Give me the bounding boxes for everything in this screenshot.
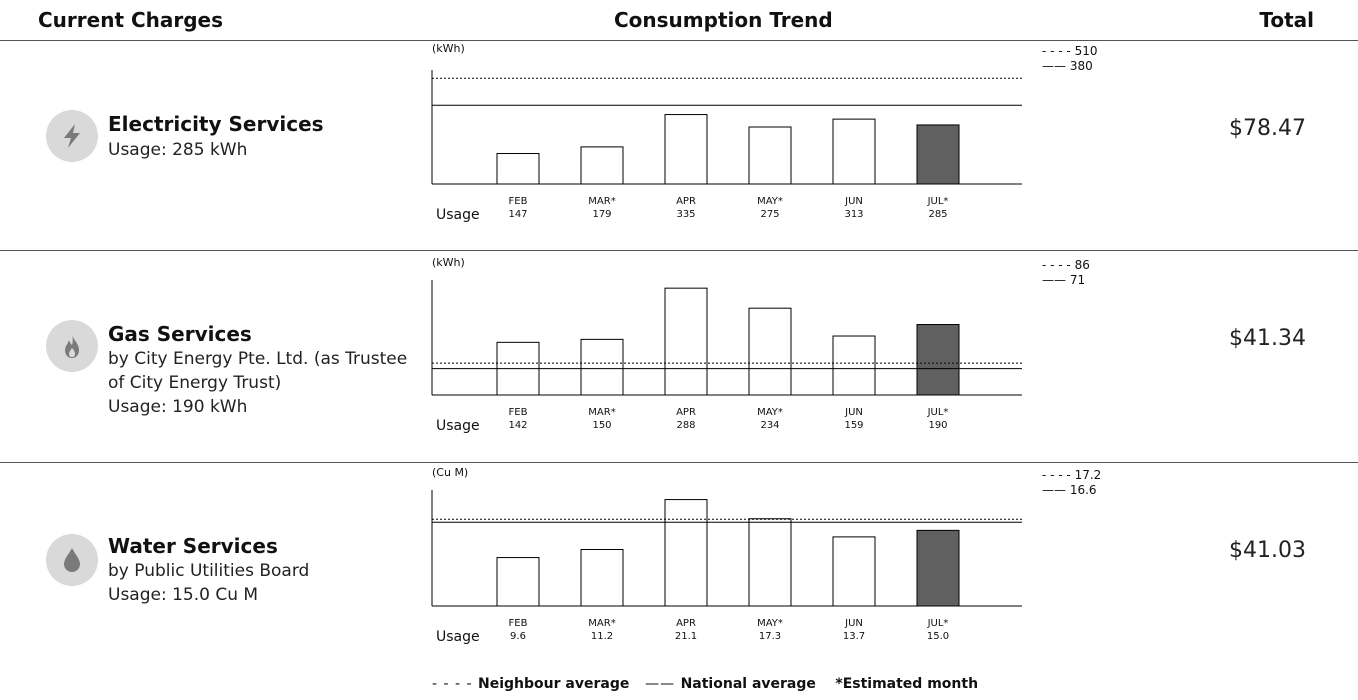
usage-value-label: 335 <box>676 209 695 220</box>
estimated-month-legend: *Estimated month <box>835 676 979 692</box>
usage-value-label: 147 <box>508 209 527 220</box>
bar-mar <box>580 338 624 396</box>
usage-value-label: 190 <box>928 420 947 431</box>
chart-unit-label: (kWh) <box>432 42 465 55</box>
month-tick-label: FEB <box>509 196 528 207</box>
national-average-value: 71 <box>1069 273 1086 287</box>
consumption-trend-heading: Consumption Trend <box>614 8 833 32</box>
current-charges-heading: Current Charges <box>38 8 224 32</box>
reference-values: - - - - 17.2 —— 16.6 <box>1042 468 1102 497</box>
bar-feb <box>496 557 540 607</box>
month-tick-label: JUL* <box>927 196 949 207</box>
month-tick-label: JUN <box>844 618 863 629</box>
usage-value-label: 17.3 <box>759 631 781 642</box>
usage-value-label: 11.2 <box>591 631 613 642</box>
bar-jun <box>832 536 876 607</box>
bar-apr <box>664 114 708 185</box>
month-tick-label: APR <box>676 407 696 418</box>
reference-values: - - - - 86 —— 71 <box>1042 258 1090 287</box>
usage-row-label: Usage <box>436 629 480 645</box>
total-heading: Total <box>1259 8 1314 32</box>
month-tick-label: FEB <box>509 407 528 418</box>
month-tick-label: APR <box>676 196 696 207</box>
month-tick-label: JUN <box>844 407 863 418</box>
month-tick-label: MAY* <box>757 618 783 629</box>
bar-jul <box>916 124 960 185</box>
service-usage: Usage: 190 kWh <box>108 397 248 417</box>
gas-service-row: Gas Services by City Energy Pte. Ltd. (a… <box>0 250 430 462</box>
flame-icon <box>46 320 98 372</box>
month-tick-label: JUL* <box>927 407 949 418</box>
bar-may <box>748 307 792 396</box>
service-provider: by Public Utilities Board <box>108 561 310 581</box>
national-average-value: 16.6 <box>1069 483 1097 497</box>
month-tick-label: MAY* <box>757 407 783 418</box>
month-tick-label: APR <box>676 618 696 629</box>
gas-total: $41.34 <box>1229 326 1306 351</box>
usage-value-label: 142 <box>508 420 527 431</box>
electricity-service-row: Electricity Services Usage: 285 kWh <box>0 40 430 250</box>
usage-value-label: 285 <box>928 209 947 220</box>
bar-mar <box>580 549 624 607</box>
service-name: Water Services <box>108 534 278 558</box>
bar-feb <box>496 153 540 185</box>
service-provider-cont: of City Energy Trust) <box>108 373 282 393</box>
reference-values: - - - - 510 —— 380 <box>1042 44 1098 73</box>
bar-apr <box>664 499 708 607</box>
usage-value-label: 21.1 <box>675 631 697 642</box>
chart-unit-label: (Cu M) <box>432 466 469 479</box>
bar-jun <box>832 335 876 396</box>
usage-value-label: 179 <box>592 209 611 220</box>
chart-unit-label: (kWh) <box>432 256 465 269</box>
usage-value-label: 150 <box>592 420 611 431</box>
bar-jun <box>832 118 876 185</box>
usage-value-label: 275 <box>760 209 779 220</box>
service-name: Gas Services <box>108 322 252 346</box>
bar-may <box>748 126 792 185</box>
bar-jul <box>916 529 960 607</box>
service-provider: by City Energy Pte. Ltd. (as Trustee <box>108 349 408 369</box>
month-tick-label: JUN <box>844 196 863 207</box>
usage-value-label: 313 <box>844 209 863 220</box>
usage-value-label: 288 <box>676 420 695 431</box>
national-average-value: 380 <box>1069 59 1093 73</box>
water-total: $41.03 <box>1229 538 1306 563</box>
usage-row-label: Usage <box>436 207 480 223</box>
month-tick-label: FEB <box>509 618 528 629</box>
month-tick-label: MAY* <box>757 196 783 207</box>
lightning-icon <box>46 110 98 162</box>
usage-value-label: 234 <box>760 420 779 431</box>
bar-jul <box>916 324 960 396</box>
neighbour-average-legend: Neighbour average <box>478 676 630 692</box>
usage-value-label: 9.6 <box>510 631 526 642</box>
electricity-total: $78.47 <box>1229 116 1306 141</box>
neighbour-average-value: 510 <box>1074 44 1098 58</box>
usage-value-label: 15.0 <box>927 631 949 642</box>
usage-row-label: Usage <box>436 418 480 434</box>
month-tick-label: MAR* <box>588 407 615 418</box>
water-drop-icon <box>46 534 98 586</box>
chart-legend: - - - - Neighbour average —— National av… <box>432 676 979 692</box>
month-tick-label: MAR* <box>588 618 615 629</box>
month-tick-label: JUL* <box>927 618 949 629</box>
row-divider <box>0 250 1358 251</box>
service-usage: Usage: 285 kWh <box>108 140 248 160</box>
service-name: Electricity Services <box>108 112 324 136</box>
bar-mar <box>580 146 624 185</box>
neighbour-average-value: 86 <box>1074 258 1090 272</box>
service-usage: Usage: 15.0 Cu M <box>108 585 259 605</box>
national-average-legend: National average <box>680 676 816 692</box>
usage-value-label: 159 <box>844 420 863 431</box>
water-service-row: Water Services by Public Utilities Board… <box>0 462 430 700</box>
bar-may <box>748 518 792 607</box>
usage-value-label: 13.7 <box>843 631 865 642</box>
bar-apr <box>664 287 708 396</box>
table-header: Current Charges Consumption Trend Total <box>0 0 1358 41</box>
neighbour-average-value: 17.2 <box>1074 468 1102 482</box>
row-divider <box>0 462 1358 463</box>
month-tick-label: MAR* <box>588 196 615 207</box>
